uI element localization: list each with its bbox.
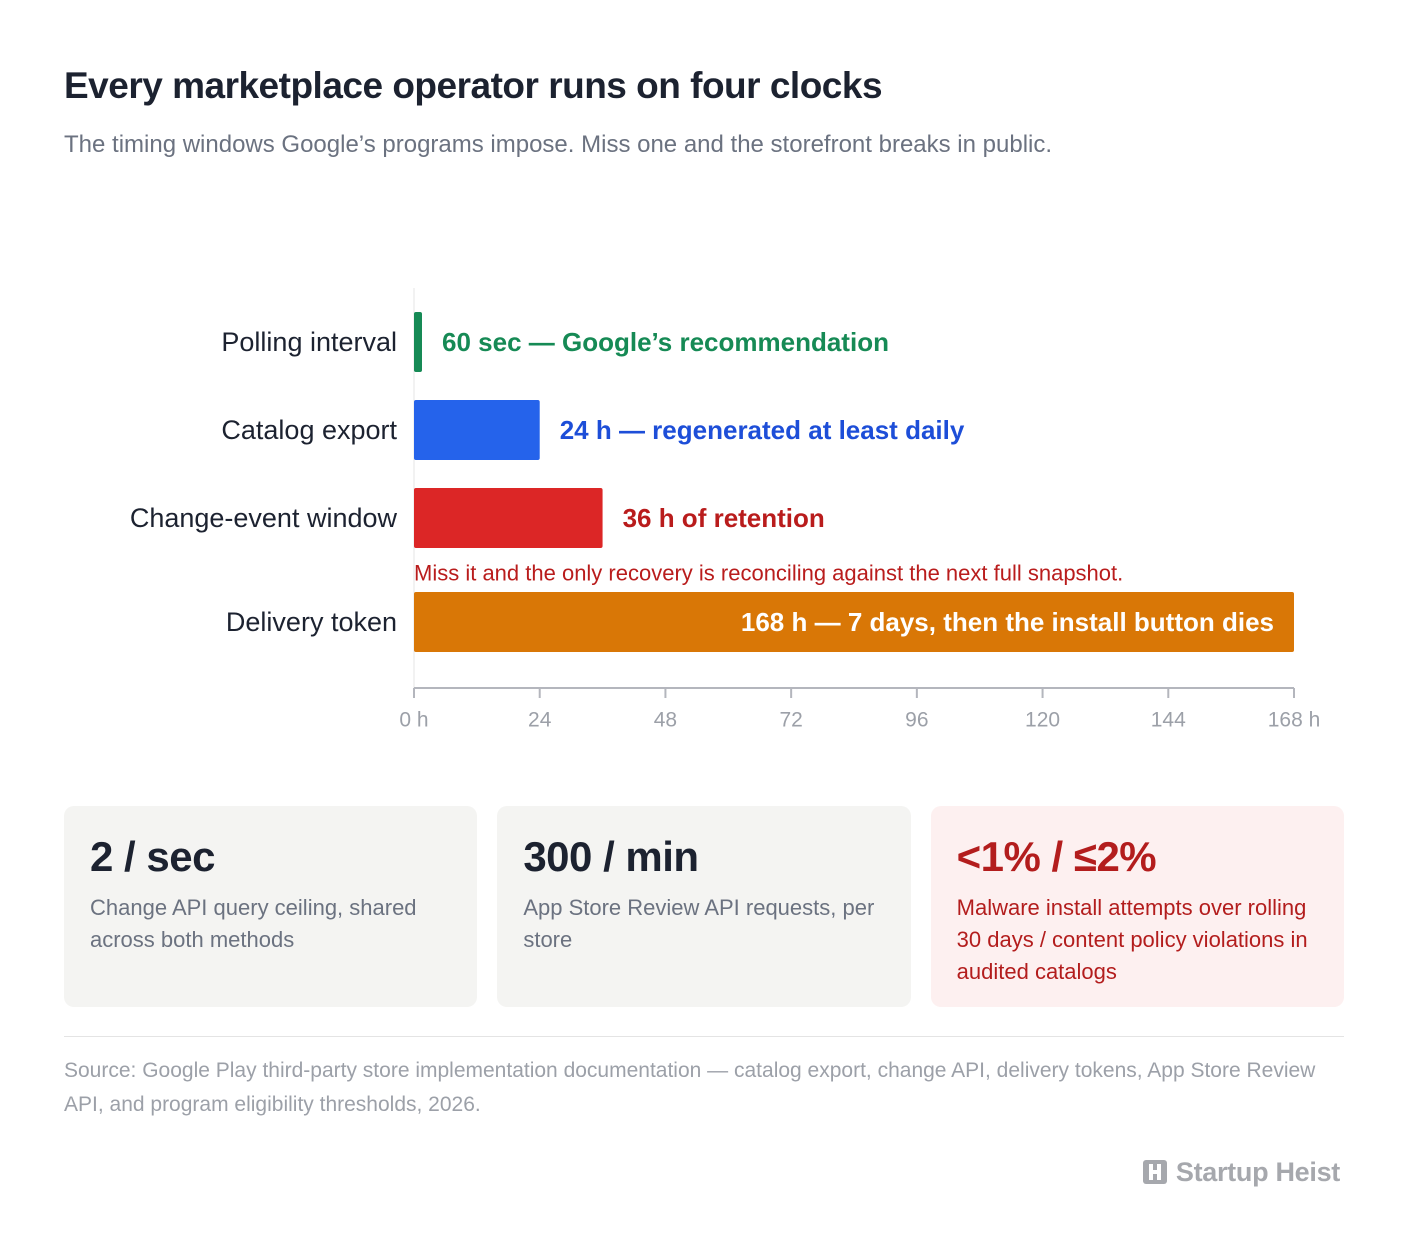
bar-change-event-window bbox=[414, 488, 603, 548]
value-label: 60 sec — Google’s recommendation bbox=[442, 327, 889, 357]
stat-card-change-api: 2 / sec Change API query ceiling, shared… bbox=[64, 806, 478, 1007]
stat-value: 2 / sec bbox=[90, 833, 215, 880]
value-label: 36 h of retention bbox=[623, 503, 825, 533]
bar-delivery-token bbox=[414, 592, 1294, 652]
brand: Startup Heist bbox=[1142, 1154, 1340, 1190]
building-logo-icon bbox=[1142, 1160, 1167, 1184]
value-label: 168 h — 7 days, then the install button … bbox=[741, 607, 1274, 637]
stat-description: Change API query ceiling, shared across … bbox=[90, 895, 417, 952]
x-tick-label: 144 bbox=[1151, 709, 1186, 732]
chart-title: Every marketplace operator runs on four … bbox=[64, 65, 883, 106]
category-label: Change-event window bbox=[130, 503, 398, 533]
x-tick-label: 24 bbox=[528, 709, 552, 732]
x-tick-label: 0 h bbox=[399, 709, 428, 732]
footer-divider bbox=[64, 1036, 1344, 1037]
stat-card-eligibility-thresholds: <1% / ≤2% Malware install attempts over … bbox=[930, 806, 1344, 1007]
bar-catalog-export bbox=[414, 400, 540, 460]
bar-chart: Polling interval 60 sec — Google’s recomm… bbox=[130, 288, 1321, 732]
category-label: Catalog export bbox=[221, 415, 397, 445]
category-label: Polling interval bbox=[221, 327, 397, 357]
category-label: Delivery token bbox=[226, 607, 397, 637]
chart-subtitle: The timing windows Google’s programs imp… bbox=[64, 131, 1053, 158]
stat-description: Malware install attempts over rolling 30… bbox=[956, 895, 1308, 984]
x-tick-label: 168 h bbox=[1268, 709, 1321, 732]
bar-polling-interval bbox=[414, 312, 422, 372]
x-tick-label: 48 bbox=[654, 709, 677, 732]
stat-value: 300 / min bbox=[523, 833, 699, 880]
stat-card-review-api: 300 / min App Store Review API requests,… bbox=[497, 806, 911, 1007]
stat-description: App Store Review API requests, per store bbox=[523, 895, 875, 952]
x-tick-label: 72 bbox=[779, 709, 802, 732]
brand-name: Startup Heist bbox=[1175, 1156, 1340, 1187]
x-tick-label: 120 bbox=[1025, 709, 1060, 732]
stat-cards: 2 / sec Change API query ceiling, shared… bbox=[64, 806, 1344, 1007]
stat-value: <1% / ≤2% bbox=[956, 833, 1157, 880]
value-label: 24 h — regenerated at least daily bbox=[560, 415, 965, 445]
source-note: Source: Google Play third-party store im… bbox=[64, 1059, 1316, 1116]
annotation-text: Miss it and the only recovery is reconci… bbox=[414, 561, 1123, 586]
x-tick-label: 96 bbox=[905, 709, 928, 732]
